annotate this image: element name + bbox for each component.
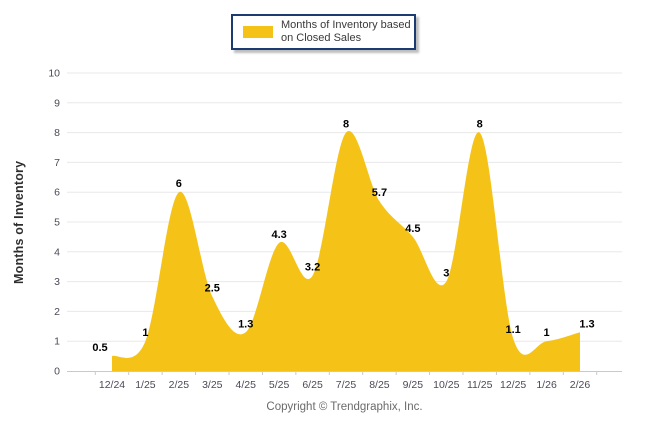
- data-label: 1: [544, 327, 550, 339]
- data-label: 1.1: [505, 324, 520, 336]
- x-tick-label: 1/26: [536, 379, 557, 391]
- y-tick-label: 9: [54, 97, 60, 109]
- y-tick-label: 2: [54, 306, 60, 318]
- y-tick-label: 3: [54, 276, 60, 288]
- x-tick-label: 2/26: [570, 379, 591, 391]
- y-tick-label: 5: [54, 217, 60, 229]
- x-tick-label: 2/25: [169, 379, 190, 391]
- legend: Months of Inventory based on Closed Sale…: [231, 14, 416, 50]
- x-tick-label: 6/25: [302, 379, 323, 391]
- x-tick-label: 12/25: [500, 379, 526, 391]
- y-tick-label: 0: [54, 366, 60, 378]
- y-axis-title: Months of Inventory: [12, 160, 26, 284]
- x-tick-label: 3/25: [202, 379, 223, 391]
- x-tick-label: 11/25: [467, 379, 493, 391]
- x-tick-label: 12/24: [99, 379, 125, 391]
- data-label: 5.7: [372, 187, 387, 199]
- data-label: 3: [443, 268, 449, 280]
- y-tick-label: 7: [54, 157, 60, 169]
- data-label: 1.3: [579, 318, 594, 330]
- x-tick-label: 5/25: [269, 379, 290, 391]
- legend-label: Months of Inventory based on Closed Sale…: [281, 19, 411, 44]
- y-tick-label: 1: [54, 336, 60, 348]
- x-tick-label: 7/25: [336, 379, 357, 391]
- data-label: 4.3: [271, 229, 286, 241]
- legend-swatch-icon: [243, 26, 273, 38]
- y-tick-label: 4: [54, 246, 60, 258]
- x-tick-label: 10/25: [433, 379, 459, 391]
- y-tick-label: 10: [48, 68, 60, 80]
- copyright-text: Copyright © Trendgraphix, Inc.: [266, 401, 423, 413]
- data-label: 8: [477, 119, 483, 131]
- x-tick-label: 9/25: [403, 379, 424, 391]
- data-label: 6: [176, 178, 182, 190]
- x-tick-label: 1/25: [135, 379, 156, 391]
- data-label: 2.5: [205, 283, 220, 295]
- data-label: 8: [343, 119, 349, 131]
- y-tick-label: 8: [54, 127, 60, 139]
- area-path: [112, 131, 580, 371]
- data-label: 1: [142, 327, 148, 339]
- data-label: 3.2: [305, 262, 320, 274]
- y-tick-label: 6: [54, 187, 60, 199]
- data-label: 0.5: [92, 342, 107, 354]
- x-tick-label: 8/25: [369, 379, 390, 391]
- x-tick-label: 4/25: [235, 379, 256, 391]
- data-label: 4.5: [405, 223, 420, 235]
- data-label: 1.3: [238, 318, 253, 330]
